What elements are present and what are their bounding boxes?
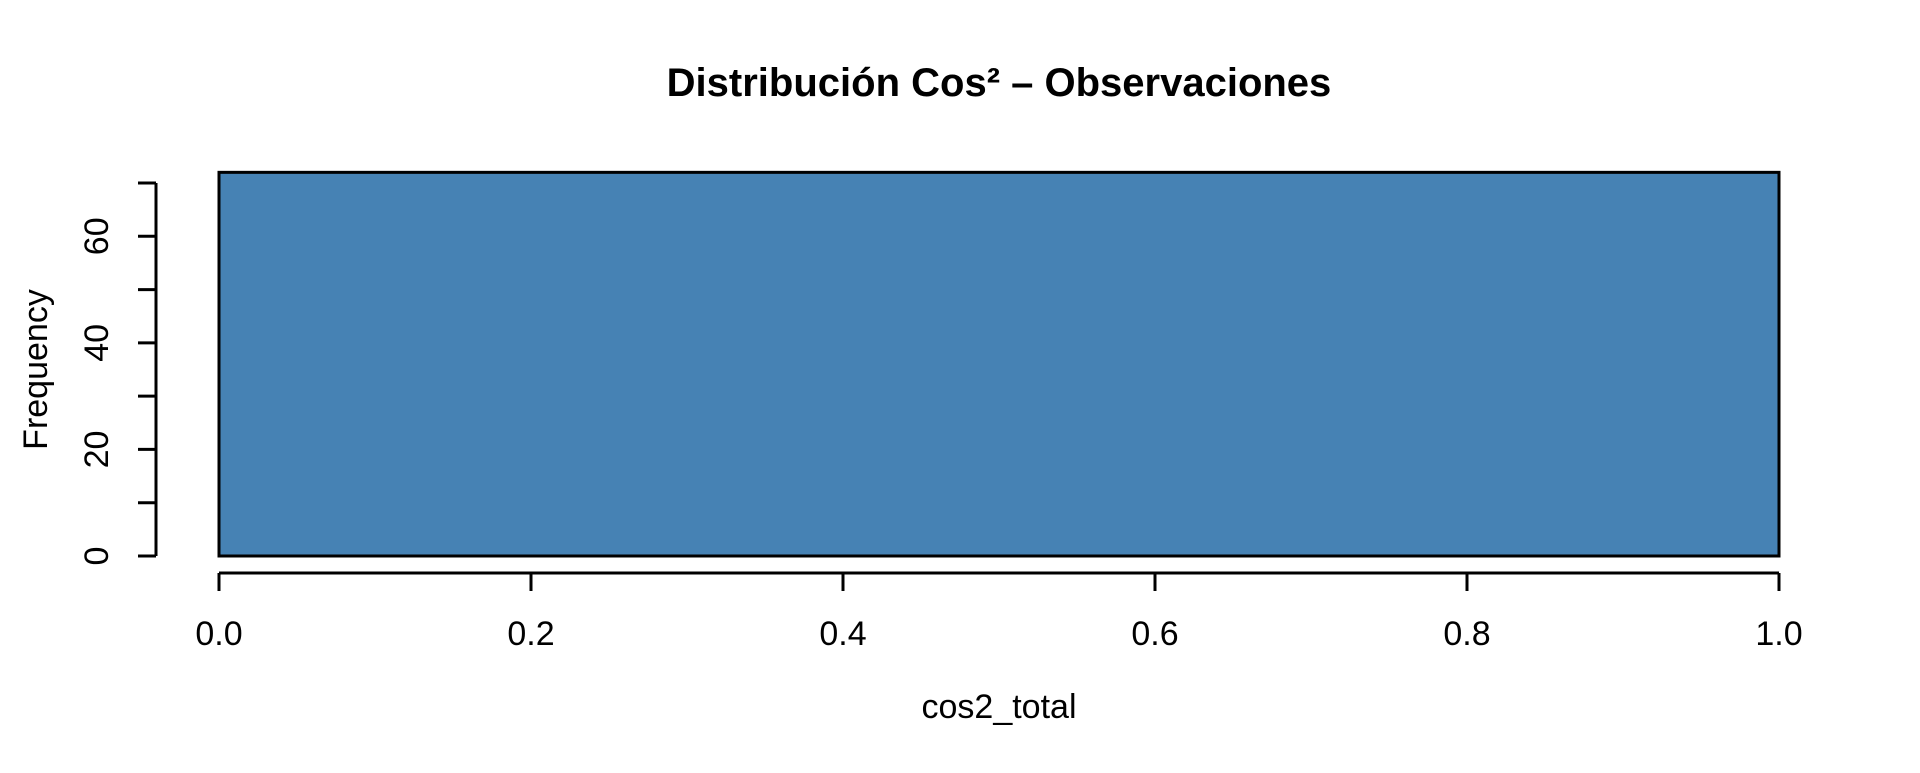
y-tick-label: 0 — [78, 547, 116, 566]
y-tick-label: 40 — [78, 324, 116, 362]
x-tick-label: 1.0 — [1755, 615, 1802, 653]
y-tick-label: 60 — [78, 217, 116, 255]
x-tick-label: 0.2 — [507, 615, 554, 653]
chart-title: Distribución Cos² – Observaciones — [667, 61, 1332, 105]
y-axis-title: Frequency — [17, 289, 55, 450]
y-tick-label: 20 — [78, 431, 116, 469]
x-tick-label: 0.0 — [195, 615, 242, 653]
histogram-bar — [217, 170, 1781, 558]
x-tick-label: 0.4 — [819, 615, 866, 653]
x-axis-title: cos2_total — [922, 688, 1077, 726]
x-tick-label: 0.8 — [1443, 615, 1490, 653]
x-tick-label: 0.6 — [1131, 615, 1178, 653]
